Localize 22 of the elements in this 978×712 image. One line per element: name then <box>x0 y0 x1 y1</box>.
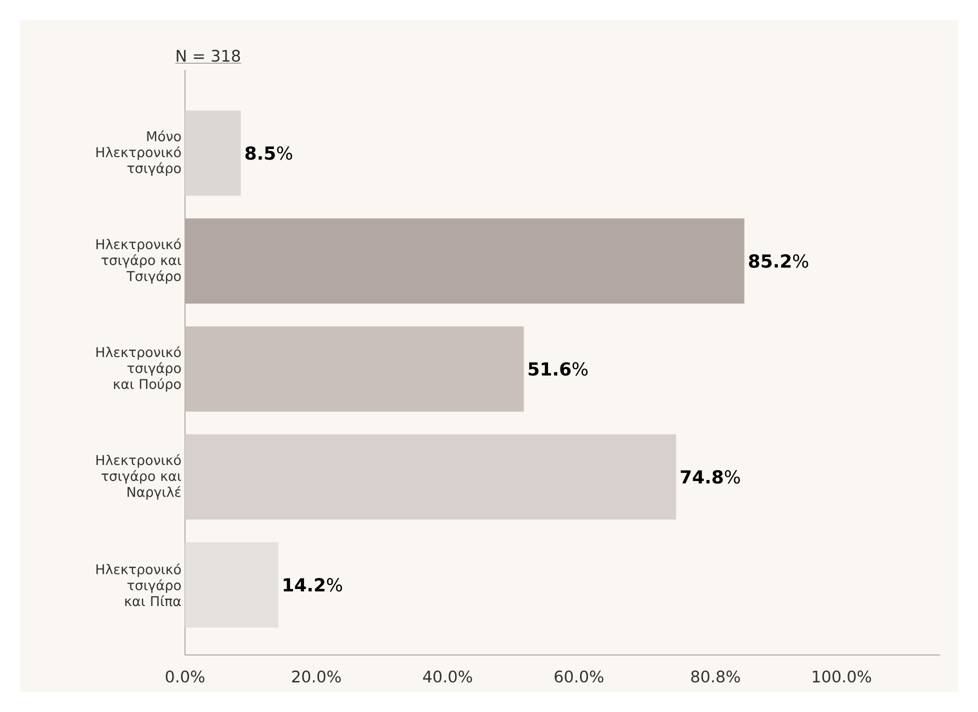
bar <box>185 326 524 412</box>
bar <box>185 110 241 196</box>
x-tick-label: 100.0% <box>812 670 872 683</box>
x-tick-label: 0.0% <box>166 670 204 683</box>
x-tick-label: 40.0% <box>423 670 472 683</box>
y-tick-label: Ηλεκτρονικό τσιγάρο και Ναργιλέ <box>96 454 182 500</box>
data-label: 8.5% <box>245 146 292 160</box>
y-tick-label: Ηλεκτρονικό τσιγάρο και Πούρο <box>96 346 181 392</box>
bar <box>185 218 744 304</box>
bar <box>185 542 278 628</box>
data-label: 74.8% <box>680 470 740 484</box>
y-tick-label: Μόνο Ηλεκτρονικό τσιγάρο <box>96 130 181 176</box>
y-tick-label: Ηλεκτρονικό τσιγάρο και Τσιγάρο <box>96 238 182 284</box>
bar <box>185 434 676 520</box>
chart-title: N = 318 <box>176 50 240 62</box>
y-tick-label: Ηλεκτρονικό τσιγάρο και Πίπα <box>96 563 181 606</box>
x-tick-label: 20.0% <box>292 670 341 683</box>
data-label: 85.2% <box>748 254 808 268</box>
x-tick-label: 60.0% <box>554 670 604 683</box>
x-tick-label: 80.8% <box>691 670 740 683</box>
data-label: 14.2% <box>284 578 342 592</box>
data-label: 51.6% <box>528 362 588 376</box>
